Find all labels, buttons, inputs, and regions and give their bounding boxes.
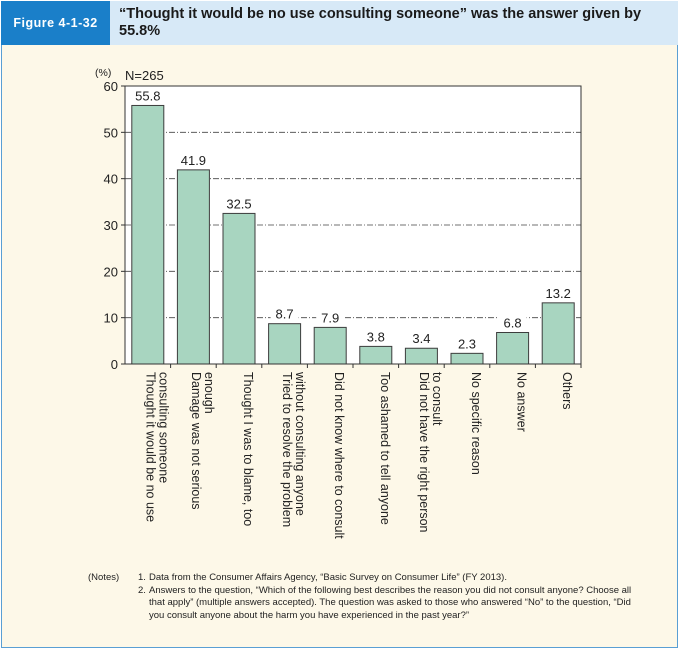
note-text: Data from the Consumer Affairs Agency, “… [149,572,507,583]
data-label-bg [453,336,481,352]
data-label-bg [361,329,390,345]
x-category-label: Did not have the right person [417,372,431,533]
x-category-label: without consulting anyone [293,371,307,516]
bar [359,345,393,365]
y-tick-label: 20 [104,264,118,279]
y-tick-label: 0 [111,357,118,372]
note-number: 1. [138,572,146,583]
data-label-bg [544,285,573,301]
data-label-bg [316,310,345,326]
data-label: 13.2 [546,286,571,301]
data-label: 7.9 [321,310,339,325]
bar [404,347,438,365]
x-category-label: to consult [430,372,444,426]
bars [131,104,575,365]
y-tick-label: 30 [104,218,118,233]
data-label: 32.5 [226,196,251,211]
bar [222,212,256,365]
note-text: Answers to the question, “Which of the f… [149,584,632,621]
data-label: 55.8 [135,88,160,103]
x-category-label: Thought I was to blame, too [241,372,255,526]
x-category-label: No specific reason [469,372,483,475]
note-2: 2. Answers to the question, “Which of th… [88,585,648,623]
x-category-label: No answer [515,372,529,432]
y-tick-label: 40 [104,172,118,187]
note-1: (Notes) 1. Data from the Consumer Affair… [88,572,648,585]
data-label: 3.4 [412,331,430,346]
bar [176,169,210,365]
notes: (Notes) 1. Data from the Consumer Affair… [88,572,648,622]
data-label-bg [407,331,436,347]
data-label: 41.9 [181,153,206,168]
x-category-label: Others [560,372,574,410]
figure-header: Figure 4-1-32 “Thought it would be no us… [1,1,678,45]
figure-title: “Thought it would be no use consulting s… [119,6,642,39]
x-category-label: Tried to resolve the problem [280,372,294,527]
y-tick-label: 50 [104,125,118,140]
y-tick-label: 60 [104,79,118,94]
bar [541,302,575,365]
axes [121,85,582,368]
x-category-label: Damage was not serious [189,372,203,510]
figure-label: Figure 4-1-32 [1,1,110,45]
data-label: 3.8 [367,329,385,344]
data-label-bg [270,306,299,322]
y-tick-label: 10 [104,311,118,326]
bar [450,352,484,365]
x-category-label: Thought it would be no use [143,372,157,522]
x-category-label: consulting someone [156,372,170,483]
data-label: 6.8 [504,315,522,330]
notes-prefix: (Notes) [88,572,120,583]
data-label-bg [179,152,208,168]
x-category-label: Too ashamed to tell anyone [378,372,392,525]
data-label: 8.7 [276,307,294,322]
sample-size-label: N=265 [125,68,164,83]
x-category-label: Did not know where to consult [332,372,346,539]
bar [313,326,347,365]
data-label: 2.3 [458,336,476,351]
data-label-bg [133,88,162,104]
labels: 0 10 20 30 40 50 60(%) N=265 55.8 Thought it woul… [95,67,574,539]
y-unit-label: (%) [95,67,111,79]
data-label-bg [498,315,527,331]
note-number: 2. [138,584,146,596]
data-label-bg [225,196,253,212]
bar [496,331,530,365]
x-category-label: enough [202,372,216,414]
bar [268,323,302,365]
bar [131,104,165,365]
